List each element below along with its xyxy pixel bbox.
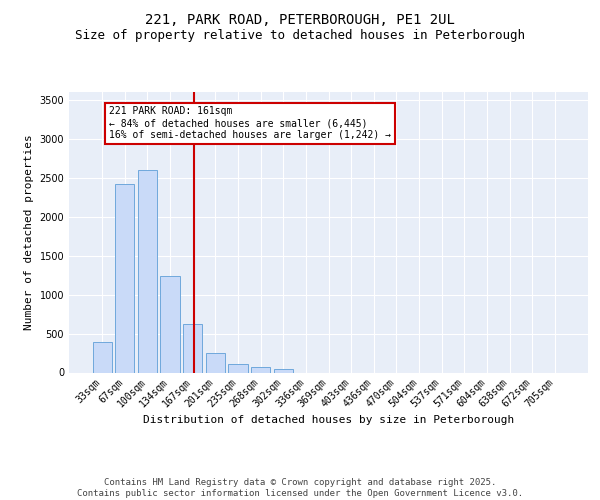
Text: Contains HM Land Registry data © Crown copyright and database right 2025.
Contai: Contains HM Land Registry data © Crown c… — [77, 478, 523, 498]
X-axis label: Distribution of detached houses by size in Peterborough: Distribution of detached houses by size … — [143, 415, 514, 425]
Bar — [138, 170, 157, 372]
Bar — [206, 353, 225, 372]
Bar — [251, 366, 270, 372]
Bar — [183, 324, 202, 372]
Text: 221, PARK ROAD, PETERBOROUGH, PE1 2UL: 221, PARK ROAD, PETERBOROUGH, PE1 2UL — [145, 12, 455, 26]
Y-axis label: Number of detached properties: Number of detached properties — [24, 134, 34, 330]
Text: Size of property relative to detached houses in Peterborough: Size of property relative to detached ho… — [75, 29, 525, 42]
Bar — [115, 184, 134, 372]
Bar — [92, 342, 112, 372]
Bar — [229, 364, 248, 372]
Bar — [274, 368, 293, 372]
Bar — [160, 276, 180, 372]
Text: 221 PARK ROAD: 161sqm
← 84% of detached houses are smaller (6,445)
16% of semi-d: 221 PARK ROAD: 161sqm ← 84% of detached … — [109, 106, 391, 140]
